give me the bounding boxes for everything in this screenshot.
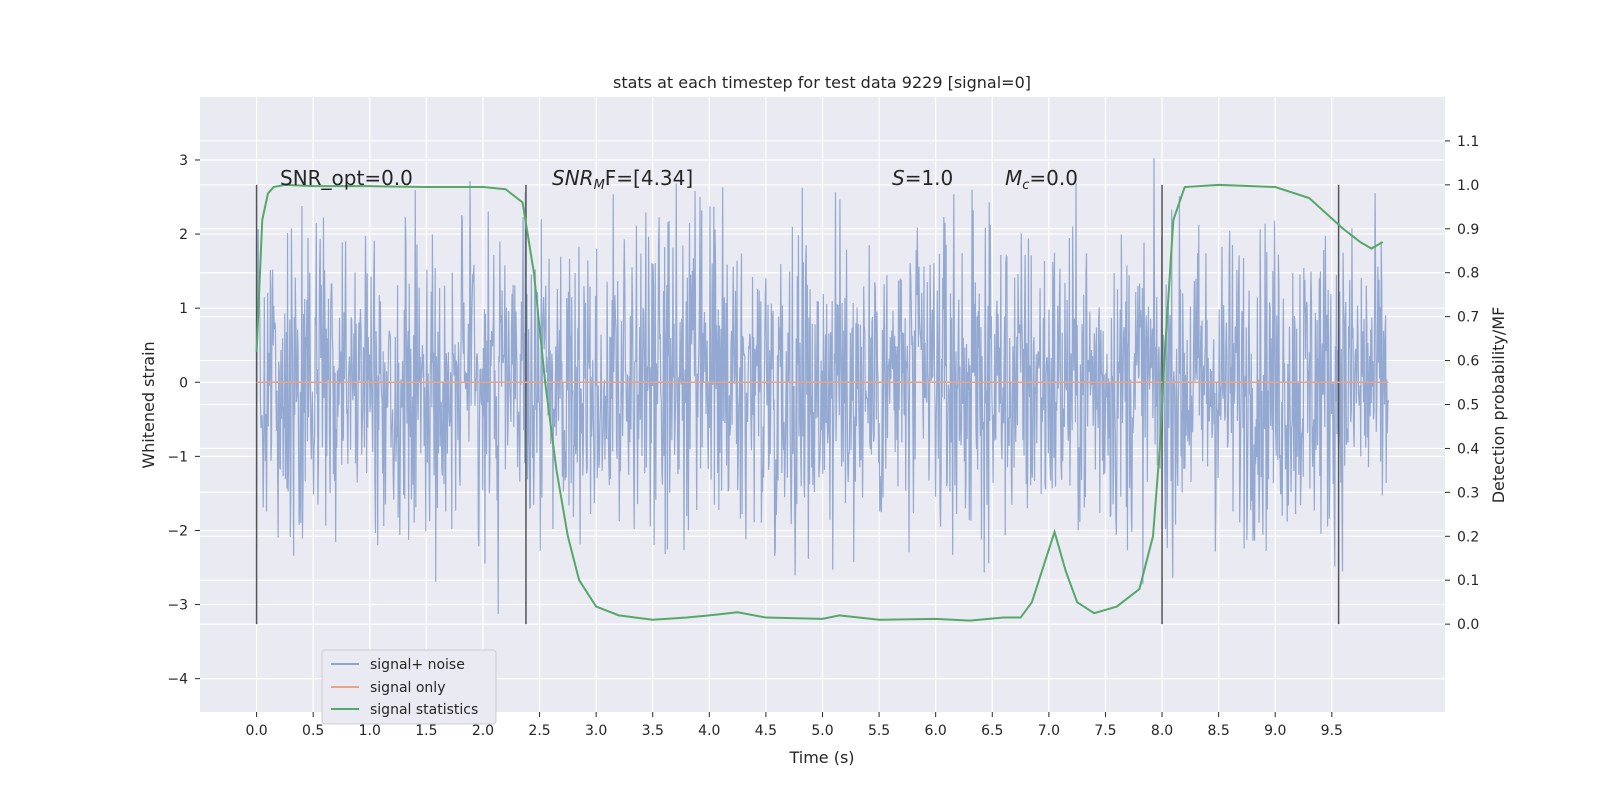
x-tick-label: 7.5 — [1094, 723, 1116, 739]
x-tick-label: 1.0 — [359, 723, 381, 739]
y2-tick-label: 0.1 — [1457, 573, 1479, 589]
y-tick-label: 3 — [179, 153, 188, 169]
x-tick-label: 8.5 — [1208, 723, 1230, 739]
y2-tick-label: 0.6 — [1457, 354, 1479, 370]
x-tick-label: 5.5 — [868, 723, 890, 739]
legend-label-signal-noise: signal+ noise — [370, 657, 465, 673]
legend: signal+ noise signal only signal statist… — [321, 649, 497, 725]
x-tick-label: 4.0 — [698, 723, 720, 739]
annotation-s-value: =1.0 — [905, 166, 954, 190]
x-tick-label: 0.0 — [245, 723, 267, 739]
y2-axis-label: Detection probability/MF — [1489, 307, 1508, 504]
annotation-snr-mf: SNRMF=[4.34] — [552, 166, 693, 193]
x-tick-label: 3.0 — [585, 723, 607, 739]
signal-noise-line — [255, 158, 1390, 614]
chart-title: stats at each timestep for test data 922… — [613, 73, 1031, 92]
y2-tick-label: 0.7 — [1457, 310, 1479, 326]
x-tick-label: 9.0 — [1264, 723, 1286, 739]
x-tick-label: 7.0 — [1038, 723, 1060, 739]
x-tick-label: 4.5 — [755, 723, 777, 739]
y2-tick-label: 0.8 — [1457, 266, 1479, 282]
y-tick-label: 0 — [179, 375, 188, 391]
y-tick-label: 2 — [179, 227, 188, 243]
annotation-mc: Mc=0.0 — [1005, 166, 1078, 193]
annotation-mc-sub: c — [1022, 178, 1029, 193]
y-tick-label: −2 — [167, 523, 188, 539]
series-signal-noise — [255, 158, 1390, 614]
y-axis-ticks: 3 2 1 0 −1 −2 −3 −4 — [167, 153, 200, 688]
x-tick-label: 2.5 — [528, 723, 550, 739]
x-tick-label: 0.5 — [302, 723, 324, 739]
annotation-snr-mf-rest: F=[4.34] — [605, 166, 693, 190]
x-tick-label: 9.5 — [1321, 723, 1343, 739]
y-tick-label: −4 — [167, 672, 188, 688]
x-tick-label: 6.0 — [925, 723, 947, 739]
annotation-mc-value: =0.0 — [1029, 166, 1078, 190]
series-signal-statistics — [255, 183, 1384, 622]
x-tick-label: 6.5 — [981, 723, 1003, 739]
x-tick-label: 3.5 — [642, 723, 664, 739]
legend-label-signal-only: signal only — [370, 680, 445, 696]
annotation-snr-opt: SNR_opt=0.0 — [280, 166, 413, 190]
y-axis-label: Whitened strain — [139, 341, 158, 468]
y2-axis-ticks: 1.1 1.0 0.9 0.8 0.7 0.6 0.5 0.4 0.3 0.2 0.1 0.0 — [1445, 134, 1479, 633]
y2-tick-label: 1.1 — [1457, 134, 1479, 150]
y-tick-label: 1 — [179, 301, 188, 317]
annotation-snr-mf-base: SNR — [552, 166, 594, 190]
x-tick-label: 2.0 — [472, 723, 494, 739]
y2-tick-label: 0.2 — [1457, 529, 1479, 545]
legend-box — [321, 649, 497, 725]
x-axis-label: Time (s) — [788, 748, 854, 767]
y-tick-label: −3 — [167, 598, 188, 614]
annotation-s: S=1.0 — [892, 166, 953, 190]
y2-tick-label: 1.0 — [1457, 178, 1479, 194]
annotation-mc-base: M — [1005, 166, 1022, 190]
y2-tick-label: 0.5 — [1457, 398, 1479, 414]
legend-label-signal-statistics: signal statistics — [370, 702, 478, 718]
annotation-snr-mf-sub: M — [594, 178, 605, 193]
x-axis-ticks: 0.0 0.5 1.0 1.5 2.0 2.5 3.0 3.5 4.0 4.5 5.0 5.5 6.0 6… — [245, 712, 1343, 739]
y2-tick-label: 0.0 — [1457, 617, 1479, 633]
y2-tick-label: 0.3 — [1457, 485, 1479, 501]
x-tick-label: 8.0 — [1151, 723, 1173, 739]
x-tick-label: 5.0 — [811, 723, 833, 739]
annotation-s-label: S — [892, 166, 905, 190]
x-tick-label: 1.5 — [415, 723, 437, 739]
y-tick-label: −1 — [167, 449, 188, 465]
y2-tick-label: 0.9 — [1457, 222, 1479, 238]
y2-tick-label: 0.4 — [1457, 441, 1479, 457]
